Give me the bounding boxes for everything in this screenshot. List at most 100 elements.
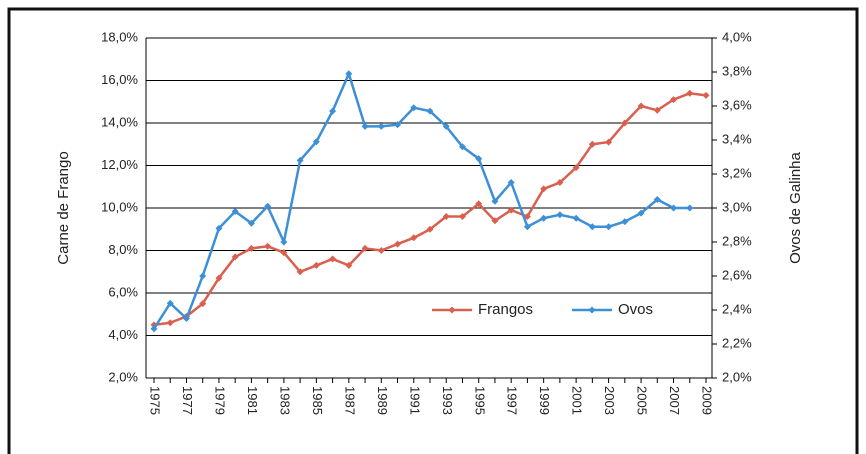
series-marker bbox=[686, 204, 694, 212]
series-marker bbox=[410, 104, 418, 112]
series-marker bbox=[182, 315, 190, 322]
x-tick-label: 1995 bbox=[472, 386, 487, 415]
series-marker bbox=[426, 107, 434, 115]
series-marker bbox=[572, 214, 580, 222]
y-tick-label: 6,0% bbox=[108, 284, 138, 299]
x-tick-label: 1985 bbox=[310, 386, 325, 415]
series-marker bbox=[345, 70, 353, 78]
series-marker bbox=[166, 299, 174, 307]
frame bbox=[7, 7, 859, 454]
x-tick-label: 2007 bbox=[667, 386, 682, 415]
series-marker bbox=[247, 219, 255, 227]
series-marker bbox=[588, 223, 596, 231]
series-marker bbox=[345, 261, 353, 269]
series-marker bbox=[442, 213, 450, 220]
x-tick-label: 1983 bbox=[277, 386, 292, 415]
series-marker bbox=[296, 268, 304, 276]
series-marker bbox=[653, 106, 661, 114]
x-tick-label: 1977 bbox=[180, 386, 195, 415]
y-tick-label: 14,0% bbox=[101, 114, 138, 129]
y2-tick-label: 2,6% bbox=[722, 267, 752, 282]
series-marker bbox=[199, 272, 207, 280]
y2-tick-label: 3,4% bbox=[722, 131, 752, 146]
series-marker bbox=[670, 204, 678, 212]
x-tick-label: 1975 bbox=[148, 386, 163, 415]
series-marker bbox=[361, 244, 369, 252]
series-marker bbox=[475, 155, 483, 163]
legend-label: Frangos bbox=[478, 301, 533, 318]
x-tick-label: 1979 bbox=[213, 386, 228, 415]
y-tick-label: 16,0% bbox=[101, 72, 138, 87]
series-marker bbox=[458, 143, 466, 151]
y-tick-label: 12,0% bbox=[101, 157, 138, 172]
y-tick-label: 4,0% bbox=[108, 327, 138, 342]
y2-tick-label: 2,8% bbox=[722, 233, 752, 248]
series-marker bbox=[605, 223, 613, 231]
series-marker bbox=[394, 121, 402, 129]
y2-tick-label: 3,8% bbox=[722, 63, 752, 78]
x-tick-label: 2003 bbox=[602, 386, 617, 415]
series-marker bbox=[523, 223, 531, 231]
series-marker bbox=[296, 156, 304, 164]
x-tick-label: 2005 bbox=[635, 386, 650, 415]
series-marker bbox=[442, 122, 450, 130]
series-marker bbox=[199, 300, 207, 308]
y2-tick-label: 2,4% bbox=[722, 301, 752, 316]
x-tick-label: 1981 bbox=[245, 386, 260, 415]
series-marker bbox=[410, 234, 418, 242]
series-marker bbox=[637, 209, 645, 217]
legend-label: Ovos bbox=[618, 301, 653, 318]
series-marker bbox=[394, 240, 402, 248]
series-marker bbox=[670, 96, 678, 104]
y-tick-label: 8,0% bbox=[108, 242, 138, 257]
x-tick-label: 1997 bbox=[505, 386, 520, 415]
series-marker bbox=[523, 213, 531, 220]
y-tick-label: 18,0% bbox=[101, 29, 138, 44]
series-marker bbox=[458, 213, 466, 220]
y-tick-label: 2,0% bbox=[108, 369, 138, 384]
x-tick-label: 1999 bbox=[537, 386, 552, 415]
series-marker bbox=[377, 247, 385, 254]
series-marker bbox=[377, 122, 385, 130]
y2-tick-label: 4,0% bbox=[722, 29, 752, 44]
series-marker bbox=[621, 218, 629, 226]
series-marker bbox=[507, 206, 515, 214]
y-axis-title: Carne de Frango bbox=[55, 151, 72, 264]
series-line bbox=[152, 70, 690, 330]
series-marker bbox=[491, 217, 499, 225]
x-tick-label: 1987 bbox=[342, 386, 357, 415]
series-marker bbox=[264, 202, 272, 210]
series-marker bbox=[507, 179, 515, 186]
series-marker bbox=[329, 255, 337, 263]
series-marker bbox=[491, 197, 499, 205]
series-marker bbox=[637, 102, 645, 110]
y2-tick-label: 2,2% bbox=[722, 335, 752, 350]
series-marker bbox=[621, 119, 629, 127]
y2-tick-label: 3,0% bbox=[722, 199, 752, 214]
series-marker bbox=[702, 91, 710, 99]
series-marker bbox=[556, 179, 564, 186]
series-marker bbox=[475, 200, 483, 208]
series-marker bbox=[264, 242, 272, 250]
legend-marker bbox=[448, 306, 456, 314]
series-marker bbox=[540, 185, 548, 193]
y2-tick-label: 2,0% bbox=[722, 369, 752, 384]
series-marker bbox=[280, 238, 288, 246]
series-marker bbox=[166, 319, 174, 327]
series-marker bbox=[361, 122, 369, 130]
series-marker bbox=[653, 196, 661, 203]
x-tick-label: 1989 bbox=[375, 386, 390, 415]
y2-tick-label: 3,6% bbox=[722, 97, 752, 112]
x-tick-label: 2009 bbox=[700, 386, 715, 415]
y2-tick-label: 3,2% bbox=[722, 165, 752, 180]
legend-marker bbox=[588, 306, 596, 314]
x-tick-label: 1991 bbox=[407, 386, 422, 415]
y-tick-label: 10,0% bbox=[101, 199, 138, 214]
series-marker bbox=[312, 261, 320, 269]
series-marker bbox=[231, 207, 239, 215]
series-marker bbox=[280, 249, 288, 257]
series-marker bbox=[247, 244, 255, 252]
series-marker bbox=[605, 138, 613, 146]
x-tick-label: 1993 bbox=[440, 386, 455, 415]
series-marker bbox=[231, 253, 239, 261]
